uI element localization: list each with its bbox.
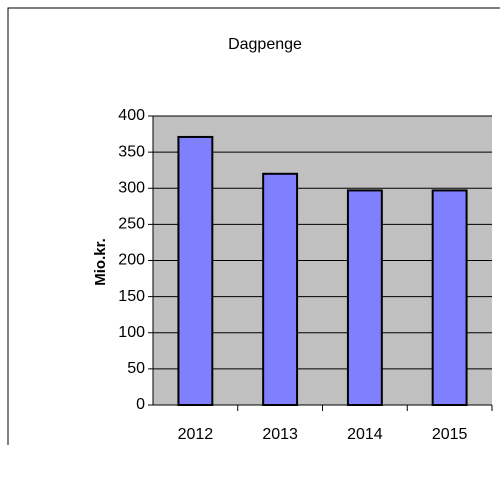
y-tick-label: 100: [118, 324, 145, 341]
bar: [346, 189, 383, 406]
y-tick-label: 400: [118, 107, 145, 124]
y-tick-label: 300: [118, 179, 145, 196]
y-tick-label: 250: [118, 216, 145, 233]
x-tick-label: 2014: [347, 426, 383, 443]
bar: [431, 189, 468, 406]
y-tick-label: 50: [127, 360, 145, 377]
y-tick-label: 200: [118, 252, 145, 269]
x-tick-label: 2013: [262, 426, 298, 443]
y-tick-label: 350: [118, 143, 145, 160]
chart-title: Dagpenge: [228, 36, 302, 53]
y-tick-label: 0: [136, 396, 145, 413]
x-tick-label: 2015: [432, 426, 468, 443]
x-tick-label: 2012: [178, 426, 214, 443]
y-tick-label: 150: [118, 288, 145, 305]
bar: [177, 135, 214, 406]
chart-frame: [7, 7, 500, 445]
y-axis-label: Mio.kr.: [92, 238, 109, 286]
bar: [262, 172, 299, 406]
